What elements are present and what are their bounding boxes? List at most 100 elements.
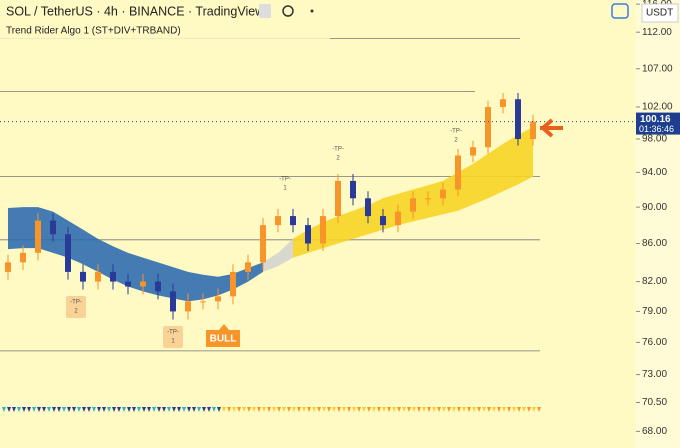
signal-marker	[17, 407, 21, 412]
signal-marker	[87, 407, 91, 412]
signal-marker	[522, 407, 526, 412]
signal-marker	[177, 407, 181, 412]
signal-marker	[502, 407, 506, 412]
candle-body	[335, 180, 341, 217]
candle-body	[230, 271, 236, 297]
signal-marker	[142, 407, 146, 412]
signal-marker	[462, 407, 466, 412]
more-icon[interactable]	[310, 9, 314, 13]
candle-body	[500, 99, 506, 108]
candle-body	[470, 147, 476, 156]
signal-marker	[97, 407, 101, 412]
signal-marker	[242, 407, 246, 412]
signal-marker	[497, 407, 501, 412]
signal-marker	[162, 407, 166, 412]
signal-marker	[282, 407, 286, 412]
signal-marker	[52, 407, 56, 412]
tp-number: 1	[171, 339, 175, 345]
toggle-icon[interactable]	[259, 4, 271, 18]
signal-marker	[27, 407, 31, 412]
y-tick-label: 94.00	[642, 167, 667, 178]
candle-body	[530, 121, 536, 140]
signal-marker	[267, 407, 271, 412]
candle-body	[170, 291, 176, 312]
trend-band	[263, 238, 293, 272]
signal-marker	[477, 407, 481, 412]
signal-marker	[367, 407, 371, 412]
candle-body	[350, 180, 356, 199]
signal-marker	[172, 407, 176, 412]
candle-body	[155, 281, 161, 292]
candle-body	[65, 234, 71, 272]
signal-marker	[402, 407, 406, 412]
signal-marker	[22, 407, 26, 412]
tp-label: -TP-	[450, 129, 462, 135]
tp-number: 1	[283, 186, 287, 192]
tp-label: -TP-	[70, 300, 82, 306]
signal-marker	[452, 407, 456, 412]
candle-body	[515, 99, 521, 140]
visibility-icon[interactable]	[282, 5, 294, 17]
tp-number: 2	[336, 156, 340, 162]
signal-marker	[47, 407, 51, 412]
y-tick-label: 68.00	[642, 426, 667, 437]
signal-marker	[432, 407, 436, 412]
legend-bg	[0, 0, 330, 40]
signal-marker	[527, 407, 531, 412]
signal-marker	[487, 407, 491, 412]
signal-marker	[347, 407, 351, 412]
signal-marker	[417, 407, 421, 412]
signal-marker	[272, 407, 276, 412]
signal-marker	[187, 407, 191, 412]
signal-marker	[277, 407, 281, 412]
y-tick-label: 76.00	[642, 337, 667, 348]
candle-body	[80, 271, 86, 282]
symbol-title[interactable]: SOL / TetherUS · 4h · BINANCE · TradingV…	[6, 4, 265, 18]
signal-marker	[257, 407, 261, 412]
signal-marker	[397, 407, 401, 412]
signal-marker	[167, 407, 171, 412]
signal-pointer	[219, 324, 229, 330]
signal-marker	[327, 407, 331, 412]
indicator-name[interactable]: Trend Rider Algo 1 (ST+DIV+TRBAND)	[6, 26, 181, 37]
currency-select[interactable]	[641, 3, 679, 23]
signal-marker	[392, 407, 396, 412]
price-axis	[636, 0, 680, 448]
signal-marker	[287, 407, 291, 412]
currency-label[interactable]: USDT	[646, 8, 673, 19]
signal-marker	[232, 407, 236, 412]
candle-body	[305, 225, 311, 244]
tp-box	[163, 326, 183, 348]
signal-marker	[422, 407, 426, 412]
candle-body	[425, 198, 431, 200]
signal-marker	[107, 407, 111, 412]
tp-label: -TP-	[279, 177, 291, 183]
candle-body	[110, 271, 116, 282]
signal-marker	[57, 407, 61, 412]
y-tick-label: 79.00	[642, 306, 667, 317]
signal-marker	[152, 407, 156, 412]
signal-marker	[222, 407, 226, 412]
signal-marker	[517, 407, 521, 412]
signal-marker	[132, 407, 136, 412]
signal-marker	[532, 407, 536, 412]
candle-body	[50, 220, 56, 235]
signal-marker	[387, 407, 391, 412]
candle-body	[35, 220, 41, 253]
signal-marker	[112, 407, 116, 412]
signal-marker	[102, 407, 106, 412]
y-tick-label: 90.00	[642, 202, 667, 213]
y-tick-label: 82.00	[642, 276, 667, 287]
y-tick-label: 102.00	[642, 102, 673, 113]
signal-marker	[197, 407, 201, 412]
signal-marker	[382, 407, 386, 412]
fullscreen-button[interactable]	[611, 3, 629, 19]
signal-marker	[537, 407, 541, 412]
candle-body	[320, 216, 326, 244]
signal-marker	[82, 407, 86, 412]
signal-marker	[377, 407, 381, 412]
signal-label: BULL	[210, 334, 237, 345]
candle-body	[410, 198, 416, 212]
signal-marker	[357, 407, 361, 412]
signal-marker	[207, 407, 211, 412]
